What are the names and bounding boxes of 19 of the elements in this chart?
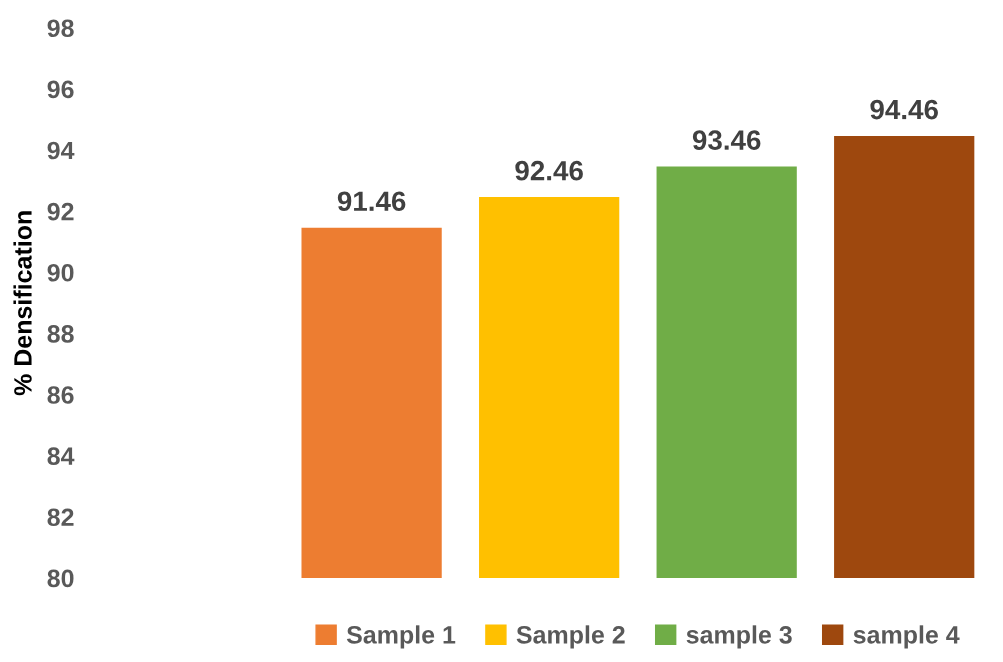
y-tick-label: 84 [47,447,75,465]
legend-label: Sample 2 [516,625,625,649]
y-tick-label: 88 [47,325,74,343]
y-tick-label: 80 [47,569,74,588]
data-label: 92.46 [515,160,583,181]
y-axis-title: % Densification [13,211,32,396]
y-tick-label: 82 [47,508,74,527]
y-tick-label: 96 [47,80,74,99]
data-label: 93.46 [692,130,761,150]
y-tick-label: 98 [47,19,74,38]
legend-label: sample 4 [853,625,960,649]
data-label: 94.46 [870,99,938,120]
legend-label: sample 3 [686,625,792,649]
y-tick-label: 90 [47,263,74,282]
y-tick-label: 86 [47,386,74,404]
y-tick-label: 92 [47,202,74,221]
data-label: 91.46 [337,191,406,212]
legend-label: Sample 1 [346,625,456,649]
y-tick-label: 94 [47,141,75,160]
